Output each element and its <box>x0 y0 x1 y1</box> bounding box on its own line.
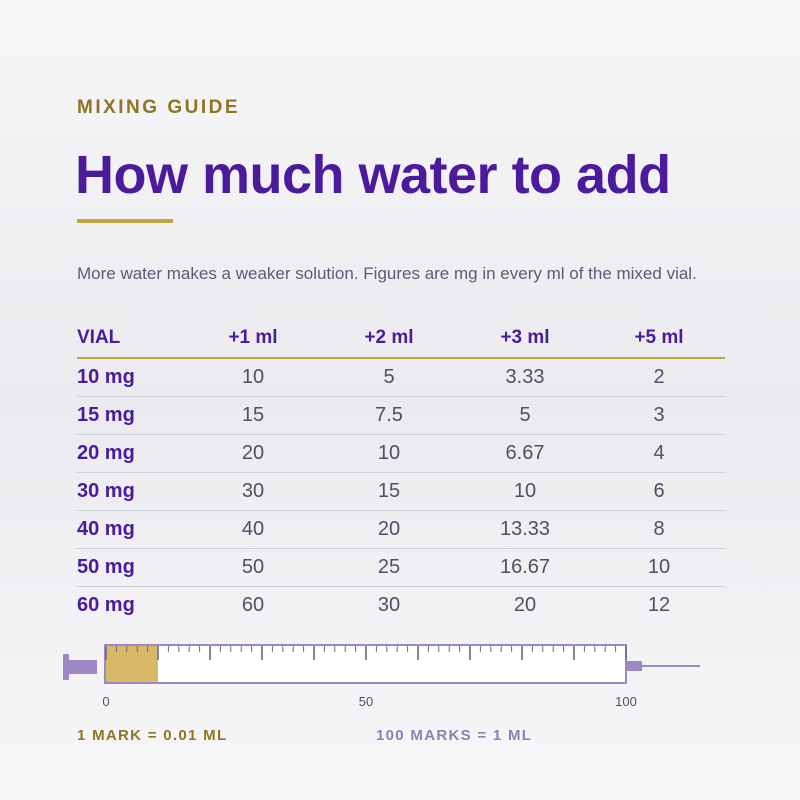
scale-label-0: 0 <box>102 694 110 709</box>
ml-note: 100 MARKS = 1 ML <box>376 727 533 744</box>
syringe-tick-marks <box>105 646 627 660</box>
table-row: 15 mg 15 7.5 5 3 <box>77 397 725 435</box>
table-row: 50 mg 50 25 16.67 10 <box>77 549 725 587</box>
mark-note: 1 MARK = 0.01 ML <box>77 727 228 744</box>
value-cell: 10 <box>377 442 401 464</box>
header-2ml: +2 ml <box>364 326 414 348</box>
value-cell: 20 <box>377 518 401 540</box>
table-header: VIAL +1 ml +2 ml +3 ml +5 ml <box>77 318 725 359</box>
plunger-rod <box>69 660 97 674</box>
value-cell: 30 <box>241 480 265 502</box>
value-cell: 7.5 <box>375 404 403 426</box>
value-cell: 16.67 <box>499 556 551 578</box>
value-cell: 5 <box>383 366 395 388</box>
table-row: 40 mg 40 20 13.33 8 <box>77 511 725 549</box>
scale-label-100: 100 <box>615 694 637 709</box>
subtitle: More water makes a weaker solution. Figu… <box>77 264 697 283</box>
value-cell: 10 <box>241 366 265 388</box>
scale-label-50: 50 <box>358 694 374 709</box>
value-cell: 13.33 <box>499 518 551 540</box>
vial-cell: 40 mg <box>77 518 135 540</box>
header-3ml: +3 ml <box>500 326 550 348</box>
value-cell: 60 <box>241 594 265 616</box>
dilution-table: VIAL +1 ml +2 ml +3 ml +5 ml 10 mg 10 5 … <box>77 318 725 624</box>
value-cell: 15 <box>241 404 265 426</box>
header-5ml: +5 ml <box>634 326 684 348</box>
value-cell: 4 <box>653 442 665 464</box>
table-row: 10 mg 10 5 3.33 2 <box>77 359 725 397</box>
value-cell: 10 <box>513 480 537 502</box>
vial-cell: 50 mg <box>77 556 135 578</box>
plunger-thumb-rest <box>63 654 69 680</box>
needle-hub <box>626 661 642 671</box>
table-row: 20 mg 20 10 6.67 4 <box>77 435 725 473</box>
header-vial: VIAL <box>77 326 121 348</box>
value-cell: 6 <box>653 480 665 502</box>
value-cell: 10 <box>647 556 671 578</box>
value-cell: 25 <box>377 556 401 578</box>
value-cell: 30 <box>377 594 401 616</box>
value-cell: 20 <box>513 594 537 616</box>
value-cell: 12 <box>647 594 671 616</box>
syringe-fill <box>106 646 158 682</box>
value-cell: 3.33 <box>505 366 545 388</box>
page-title: How much water to add <box>75 145 671 205</box>
eyebrow-label: MIXING GUIDE <box>77 97 241 118</box>
value-cell: 20 <box>241 442 265 464</box>
value-cell: 8 <box>653 518 665 540</box>
value-cell: 2 <box>653 366 665 388</box>
vial-cell: 30 mg <box>77 480 135 502</box>
vial-cell: 20 mg <box>77 442 135 464</box>
value-cell: 5 <box>519 404 531 426</box>
value-cell: 6.67 <box>505 442 545 464</box>
value-cell: 40 <box>241 518 265 540</box>
table-row: 60 mg 60 30 20 12 <box>77 587 725 624</box>
vial-cell: 15 mg <box>77 404 135 426</box>
value-cell: 50 <box>241 556 265 578</box>
value-cell: 15 <box>377 480 401 502</box>
syringe-illustration <box>63 644 700 684</box>
title-underline <box>77 219 173 223</box>
vial-cell: 60 mg <box>77 594 135 616</box>
value-cell: 3 <box>653 404 665 426</box>
header-1ml: +1 ml <box>228 326 278 348</box>
table-body: 10 mg 10 5 3.33 2 15 mg 15 7.5 5 3 20 mg… <box>77 359 725 624</box>
table-row: 30 mg 30 15 10 6 <box>77 473 725 511</box>
vial-cell: 10 mg <box>77 366 135 388</box>
